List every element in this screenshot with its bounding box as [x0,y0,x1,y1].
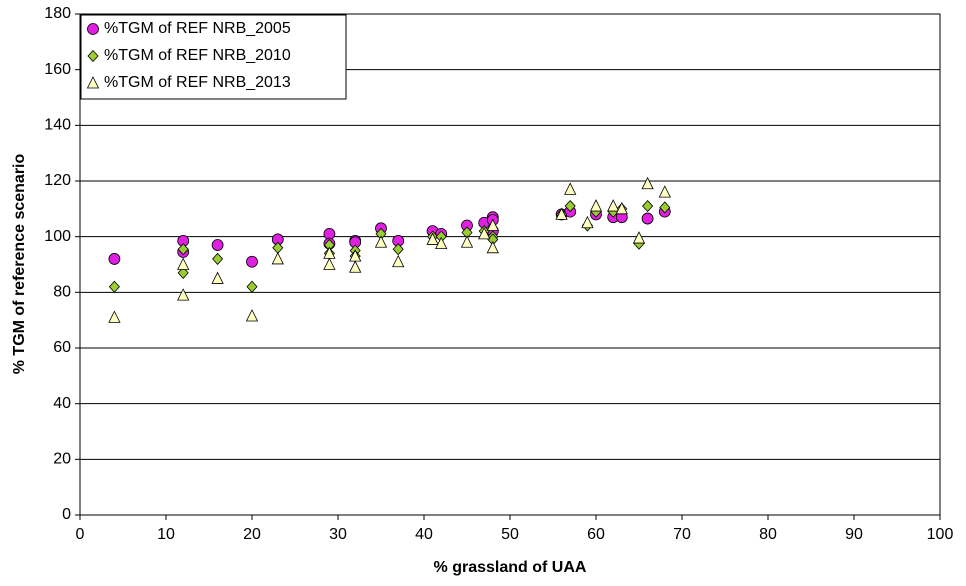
legend-label: %TGM of REF NRB_2005 [104,20,291,37]
point [245,309,259,322]
point [86,76,100,89]
point [659,201,671,214]
point [589,199,603,212]
y-tick-label: 40 [53,395,71,412]
x-tick-label: 60 [587,526,605,543]
point [271,252,284,265]
point [564,199,576,213]
y-tick-label: 160 [44,61,71,78]
point [641,212,654,225]
point [435,236,448,250]
point [632,231,646,244]
x-tick-label: 20 [243,526,261,543]
y-tick-label: 100 [44,228,71,245]
x-tick-label: 100 [927,526,954,543]
point [564,182,577,195]
x-tick-label: 10 [157,526,175,543]
point [212,252,224,266]
x-tick-label: 30 [329,526,347,543]
point [87,49,99,63]
point [177,288,190,301]
y-tick-label: 80 [53,284,71,301]
point [211,239,224,251]
x-tick-label: 70 [673,526,691,543]
x-tick-label: 0 [76,526,85,543]
point [211,271,224,284]
point [641,176,654,190]
point [349,260,362,273]
point [486,218,499,231]
legend-label: %TGM of REF NRB_2013 [104,74,291,91]
point [658,185,671,198]
point [392,254,405,268]
y-tick-label: 140 [44,117,71,134]
point [486,240,499,254]
y-tick-label: 0 [62,506,71,523]
y-tick-label: 20 [53,451,71,468]
point [108,310,121,323]
point [246,280,258,293]
point [323,257,336,270]
point [426,232,439,245]
y-axis-label: % TGM of reference scenario [11,154,28,375]
point [87,23,99,35]
y-tick-label: 180 [44,5,71,22]
y-tick-label: 60 [53,339,71,356]
point [607,199,620,212]
x-tick-label: 50 [501,526,519,543]
x-axis-label: % grassland of UAA [434,559,587,576]
point [555,207,568,220]
point [177,257,190,270]
point [460,235,474,248]
point [177,266,189,279]
point [478,226,491,240]
y-tick-label: 120 [44,172,71,189]
point [581,215,594,229]
point [108,280,120,293]
point [246,255,258,268]
point [615,201,628,215]
x-tick-label: 80 [759,526,777,543]
point [108,253,121,265]
legend-label: %TGM of REF NRB_2010 [104,47,291,64]
legend-box [80,14,347,100]
point [392,243,404,256]
point [374,235,388,248]
x-tick-label: 90 [845,526,863,543]
x-tick-label: 40 [415,526,433,543]
point [177,243,189,256]
point [642,199,654,213]
